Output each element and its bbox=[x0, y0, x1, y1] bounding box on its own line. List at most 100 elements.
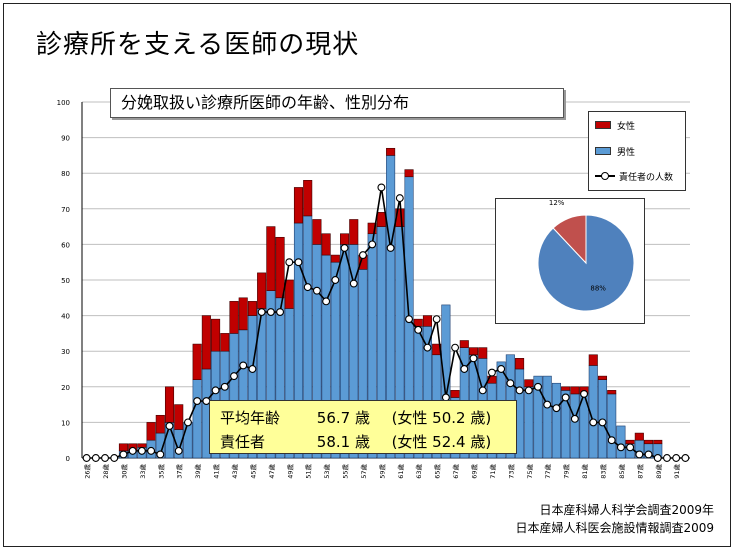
male-swatch bbox=[595, 147, 611, 155]
bar-male bbox=[441, 304, 451, 459]
responsible-line-path bbox=[86, 187, 686, 459]
responsible-point bbox=[340, 244, 349, 252]
responsible-point bbox=[598, 418, 607, 427]
bar-male bbox=[570, 393, 580, 459]
responsible-point bbox=[478, 386, 487, 395]
x-tick-label: 73歳 bbox=[506, 464, 515, 479]
bar-female bbox=[597, 375, 608, 380]
responsible-point bbox=[101, 454, 109, 462]
x-tick-label: 30歳 bbox=[119, 464, 128, 479]
bar-female bbox=[468, 347, 479, 356]
responsible-point bbox=[552, 404, 561, 413]
x-tick-label: 81歳 bbox=[580, 464, 589, 479]
x-tick-label: 61歳 bbox=[396, 464, 405, 479]
responsible-point bbox=[497, 365, 506, 373]
responsible-point bbox=[220, 382, 229, 391]
gender-pie-chart: 88% 12% bbox=[495, 198, 645, 324]
responsible-point bbox=[414, 325, 423, 334]
y-tick-label: 100 bbox=[57, 99, 70, 107]
bar-female bbox=[404, 169, 414, 178]
responsible-point bbox=[423, 343, 432, 352]
responsible-point bbox=[303, 283, 312, 292]
y-tick-label: 70 bbox=[61, 206, 70, 214]
bar-female bbox=[321, 233, 331, 256]
responsible-point bbox=[331, 276, 340, 284]
bar-female bbox=[340, 233, 350, 245]
x-tick-label: 37歳 bbox=[175, 464, 184, 479]
bar-female bbox=[220, 333, 230, 352]
x-tick-label: 67歳 bbox=[451, 464, 460, 479]
y-tick-labels: 0 10 20 30 40 50 60 70 80 90 100 bbox=[57, 99, 70, 463]
responsible-point bbox=[524, 386, 533, 395]
bar-female bbox=[634, 432, 644, 441]
responsible-point bbox=[589, 418, 598, 427]
y-tick-label: 90 bbox=[61, 135, 70, 143]
legend-item-female: 女性 bbox=[595, 118, 635, 132]
bar-female bbox=[367, 222, 377, 235]
y-tick-label: 60 bbox=[61, 241, 70, 249]
x-tick-label: 87歳 bbox=[635, 464, 644, 479]
x-tick-label: 35歳 bbox=[156, 464, 165, 479]
bar-female bbox=[653, 439, 663, 445]
bar-female bbox=[229, 301, 239, 334]
x-tick-label: 28歳 bbox=[101, 464, 110, 479]
bar-female bbox=[570, 386, 580, 395]
slide-frame bbox=[3, 3, 731, 547]
bar-female bbox=[257, 272, 267, 309]
pie-label-female: 12% bbox=[549, 199, 565, 207]
x-tick-label: 43歳 bbox=[230, 464, 239, 479]
resp-female: (女性 52.4 歳) bbox=[391, 433, 492, 451]
responsible-point bbox=[174, 446, 183, 455]
legend-item-male: 男性 bbox=[595, 144, 635, 158]
y-tick-label: 10 bbox=[61, 419, 70, 427]
bar-female bbox=[293, 187, 304, 224]
x-tick-label: 53歳 bbox=[322, 464, 331, 479]
bar-male bbox=[524, 386, 534, 459]
responsible-point bbox=[230, 372, 238, 381]
responsible-point bbox=[570, 414, 579, 423]
responsible-point bbox=[165, 422, 174, 430]
responsible-point bbox=[561, 393, 570, 402]
bar-male bbox=[183, 422, 193, 459]
source-line-1: 日本産科婦人科学会調査2009年 bbox=[539, 503, 714, 517]
x-tick-label: 79歳 bbox=[562, 464, 571, 479]
responsible-point bbox=[266, 308, 275, 316]
bar-female bbox=[588, 354, 598, 366]
responsible-point bbox=[156, 450, 165, 459]
bar-female bbox=[174, 404, 184, 430]
bar-female bbox=[284, 279, 294, 309]
bar-female bbox=[164, 386, 175, 423]
x-tick-label: 91歳 bbox=[672, 464, 681, 479]
x-tick-label: 69歳 bbox=[470, 464, 479, 479]
resp-value: 58.1 歳 bbox=[316, 433, 370, 451]
bar-female bbox=[524, 379, 534, 388]
stats-row-average: 平均年齢 56.7 歳 (女性 50.2 歳) bbox=[220, 407, 491, 428]
x-tick-label: 41歳 bbox=[212, 464, 221, 479]
y-tick-label: 50 bbox=[61, 277, 70, 285]
x-tick-label: 89歳 bbox=[654, 464, 663, 479]
responsible-point bbox=[377, 183, 386, 192]
responsible-point bbox=[248, 365, 257, 373]
bar-male bbox=[616, 425, 626, 459]
legend-label-female: 女性 bbox=[617, 121, 636, 132]
y-tick-label: 80 bbox=[61, 170, 70, 178]
responsible-point bbox=[405, 315, 413, 324]
responsible-point bbox=[607, 436, 616, 445]
bar-male bbox=[192, 379, 202, 459]
avg-value: 56.7 歳 bbox=[316, 409, 370, 427]
x-tick-labels: 26歳 28歳 30歳 33歳 35歳 37歳 39歳 41歳 43歳 45歳 47歳 49歳 51歳 5… bbox=[83, 464, 682, 479]
bar-female bbox=[349, 219, 359, 245]
responsible-point bbox=[193, 397, 202, 405]
responsible-point bbox=[322, 297, 331, 306]
pie-label-male: 88% bbox=[590, 285, 606, 293]
responsible-point bbox=[276, 308, 285, 316]
female-swatch bbox=[595, 121, 611, 129]
bar-male bbox=[542, 375, 552, 459]
bar-female bbox=[478, 347, 488, 359]
y-tick-label: 40 bbox=[61, 313, 70, 321]
responsible-point bbox=[82, 454, 91, 462]
bar-male bbox=[551, 382, 561, 459]
responsible-point bbox=[147, 446, 156, 455]
bar-female bbox=[303, 180, 313, 217]
responsible-point bbox=[451, 343, 460, 352]
